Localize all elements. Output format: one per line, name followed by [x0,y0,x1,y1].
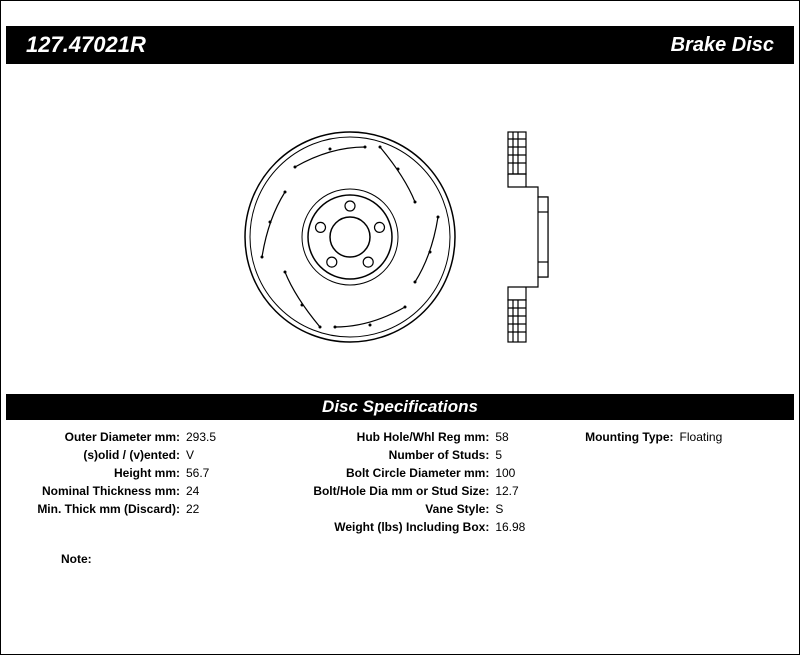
spec-row: (s)olid / (v)ented:V [21,448,275,462]
note-row: Note: [1,534,799,566]
spec-row: Mounting Type:Floating [570,430,779,444]
spec-value: Floating [680,430,723,444]
disc-front-view [240,127,460,352]
spec-value: 100 [495,466,515,480]
spec-value: 293.5 [186,430,216,444]
spec-row: Outer Diameter mm:293.5 [21,430,275,444]
header-bar: 127.47021R Brake Disc [6,26,794,64]
spec-row: Number of Studs:5 [275,448,569,462]
spec-value: 5 [495,448,502,462]
part-number: 127.47021R [26,32,146,58]
spec-column-3: Mounting Type:Floating [570,430,779,534]
spec-row: Bolt/Hole Dia mm or Stud Size:12.7 [275,484,569,498]
spec-value: 22 [186,502,199,516]
spec-label: Number of Studs: [275,448,495,462]
spec-label: Hub Hole/Whl Reg mm: [275,430,495,444]
spec-value: S [495,502,503,516]
specs-area: Outer Diameter mm:293.5 (s)olid / (v)ent… [1,420,799,534]
spec-value: 12.7 [495,484,518,498]
spec-row: Nominal Thickness mm:24 [21,484,275,498]
spec-value: V [186,448,194,462]
spec-row: Hub Hole/Whl Reg mm:58 [275,430,569,444]
spec-label: Min. Thick mm (Discard): [21,502,186,516]
spec-label: (s)olid / (v)ented: [21,448,186,462]
note-label: Note: [61,552,92,566]
spec-column-1: Outer Diameter mm:293.5 (s)olid / (v)ent… [21,430,275,534]
spec-label: Mounting Type: [570,430,680,444]
diagram-area [1,64,799,394]
spec-value: 56.7 [186,466,209,480]
spec-label: Vane Style: [275,502,495,516]
spec-label: Nominal Thickness mm: [21,484,186,498]
spec-label: Height mm: [21,466,186,480]
spec-row: Bolt Circle Diameter mm:100 [275,466,569,480]
disc-side-view [500,127,560,352]
spec-row: Height mm:56.7 [21,466,275,480]
spec-value: 16.98 [495,520,525,534]
spec-label: Bolt/Hole Dia mm or Stud Size: [275,484,495,498]
spec-value: 58 [495,430,508,444]
spec-value: 24 [186,484,199,498]
section-title-bar: Disc Specifications [6,394,794,420]
spec-label: Outer Diameter mm: [21,430,186,444]
spec-row: Weight (lbs) Including Box:16.98 [275,520,569,534]
spec-row: Vane Style:S [275,502,569,516]
spec-label: Bolt Circle Diameter mm: [275,466,495,480]
product-title: Brake Disc [671,34,774,57]
spec-row: Min. Thick mm (Discard):22 [21,502,275,516]
spec-label: Weight (lbs) Including Box: [275,520,495,534]
spec-column-2: Hub Hole/Whl Reg mm:58 Number of Studs:5… [275,430,569,534]
